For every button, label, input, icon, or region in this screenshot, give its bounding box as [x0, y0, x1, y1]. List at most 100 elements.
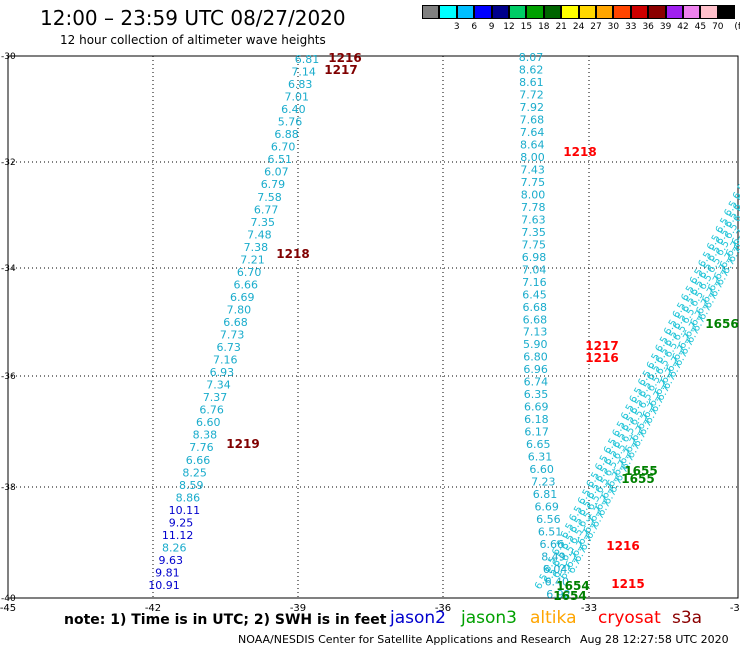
wave-height-reading: 6.65: [526, 438, 551, 451]
wave-height-reading: 7.16: [213, 354, 238, 367]
credit-text: NOAA/NESDIS Center for Satellite Applica…: [238, 633, 572, 646]
legend-swatch: [613, 5, 631, 19]
wave-height-reading: 6.68: [522, 301, 547, 314]
wave-height-reading: 7.75: [521, 176, 546, 189]
wave-height-reading: 8.86: [176, 491, 201, 504]
legend-swatch: [578, 5, 596, 19]
wave-height-reading: 6.17: [524, 426, 549, 439]
legend-swatch: [526, 5, 544, 19]
pass-time-label: 1216: [606, 539, 639, 553]
wave-height-reading: 10.11: [169, 504, 201, 517]
pass-time-label: 1217: [585, 339, 618, 353]
wave-height-reading: 7.35: [250, 216, 275, 229]
wave-height-reading: 8.00: [520, 151, 545, 164]
swath-reading: 6.5: [732, 205, 740, 224]
mission-s3a: s3a: [672, 608, 703, 628]
legend-label: 12: [503, 22, 515, 32]
wave-height-reading: 7.80: [227, 303, 252, 316]
legend-swatch: [648, 5, 666, 19]
pass-time-label: 1215: [611, 577, 644, 591]
wave-height-reading: 8.62: [519, 63, 544, 76]
longitude-label: -42: [145, 603, 161, 614]
wave-height-reading: 6.40: [281, 103, 306, 116]
longitude-label: -45: [0, 603, 16, 614]
wave-height-reading: 7.38: [244, 241, 269, 254]
mission-altika: altika: [530, 608, 577, 628]
wave-height-reading: 6.70: [237, 266, 262, 279]
mission-jason2: jason2: [390, 608, 446, 628]
wave-height-reading: 7.37: [203, 391, 228, 404]
pass-time-label: 1654: [553, 589, 586, 603]
wave-height-reading: 8.59: [179, 479, 204, 492]
wave-height-reading: 7.01: [285, 91, 310, 104]
pass-time-label: 1216: [585, 351, 618, 365]
page-title: 12:00 – 23:59 UTC 08/27/2020: [40, 6, 346, 30]
wave-height-reading: 7.21: [240, 253, 265, 266]
wave-height-reading: 6.68: [223, 316, 248, 329]
wave-height-reading: 9.25: [169, 516, 194, 529]
legend-label: 42: [677, 22, 689, 32]
pass-time-label: 1656: [705, 317, 738, 331]
wave-height-reading: 8.38: [193, 429, 218, 442]
latitude-label: -30: [1, 52, 16, 62]
wave-height-reading: 7.34: [206, 379, 231, 392]
swath-reading: 6.5: [731, 194, 740, 213]
wave-height-reading: 8.61: [519, 76, 544, 89]
mission-jason3: jason3: [461, 608, 517, 628]
latitude-label: -34: [1, 264, 16, 274]
wave-height-reading: 8.00: [521, 188, 546, 201]
legend-swatch: [543, 5, 562, 19]
wave-height-reading: 7.23: [531, 476, 556, 489]
legend-label: 9: [488, 22, 495, 32]
wave-height-reading: 10.91: [148, 579, 180, 592]
legend-swatch: [561, 5, 579, 19]
legend-label: 21: [555, 22, 567, 32]
wave-height-reading: 6.56: [536, 513, 561, 526]
wave-height-reading: 7.76: [189, 441, 214, 454]
wave-height-reading: 7.72: [519, 88, 544, 101]
legend-swatch: [596, 5, 614, 19]
wave-height-reading: 6.88: [274, 128, 299, 141]
wave-height-reading: 7.13: [523, 326, 548, 339]
legend-label: 15: [520, 22, 533, 32]
wave-height-reading: 6.83: [288, 78, 313, 91]
pass-time-label: 1218: [563, 145, 596, 159]
wave-height-reading: 6.18: [524, 413, 549, 426]
pass-time-label: 1654: [556, 579, 589, 593]
legend-label: 39: [659, 22, 672, 32]
wave-height-reading: 7.04: [522, 263, 547, 276]
wave-height-reading: 6.35: [524, 388, 549, 401]
wave-height-reading: 6.79: [261, 178, 286, 191]
legend-label: 24: [572, 22, 585, 32]
wave-height-reading: 6.92: [546, 588, 571, 601]
wave-height-reading: 6.93: [210, 366, 235, 379]
wave-height-reading: 6.66: [540, 538, 565, 551]
wave-height-reading: 8.26: [162, 541, 187, 554]
wave-height-reading: 6.73: [216, 341, 241, 354]
wave-height-reading: 8.49: [541, 551, 566, 564]
legend-swatch: [491, 5, 509, 19]
wave-height-reading: 6.31: [528, 451, 553, 464]
wave-height-reading: 5.90: [523, 338, 548, 351]
wave-height-reading: 6.07: [264, 166, 289, 179]
wave-height-reading: 6.70: [271, 141, 296, 154]
wave-height-reading: 6.69: [524, 401, 549, 414]
wave-height-reading: 7.58: [257, 191, 282, 204]
wave-height-reading: 8.64: [520, 138, 545, 151]
swath-reading: 6.7: [730, 228, 740, 247]
legend-swatch: [422, 5, 440, 19]
wave-height-reading: 7.63: [521, 213, 546, 226]
wave-height-reading: 6.45: [522, 288, 547, 301]
map-frame: [7, 55, 739, 599]
legend-label: 45: [694, 22, 707, 32]
legend-label: 36: [642, 22, 654, 32]
wave-height-reading: 7.48: [247, 228, 272, 241]
wave-height-reading: 6.76: [199, 404, 224, 417]
longitude-label: -33: [581, 603, 597, 614]
legend-label: 27: [590, 22, 602, 32]
legend-swatch: [717, 5, 736, 19]
wave-height-reading: 6.68: [523, 313, 548, 326]
wave-height-reading: 6.51: [538, 526, 563, 539]
wave-height-reading: 7.14: [291, 66, 316, 79]
swath-reading: 6.7: [732, 234, 740, 253]
